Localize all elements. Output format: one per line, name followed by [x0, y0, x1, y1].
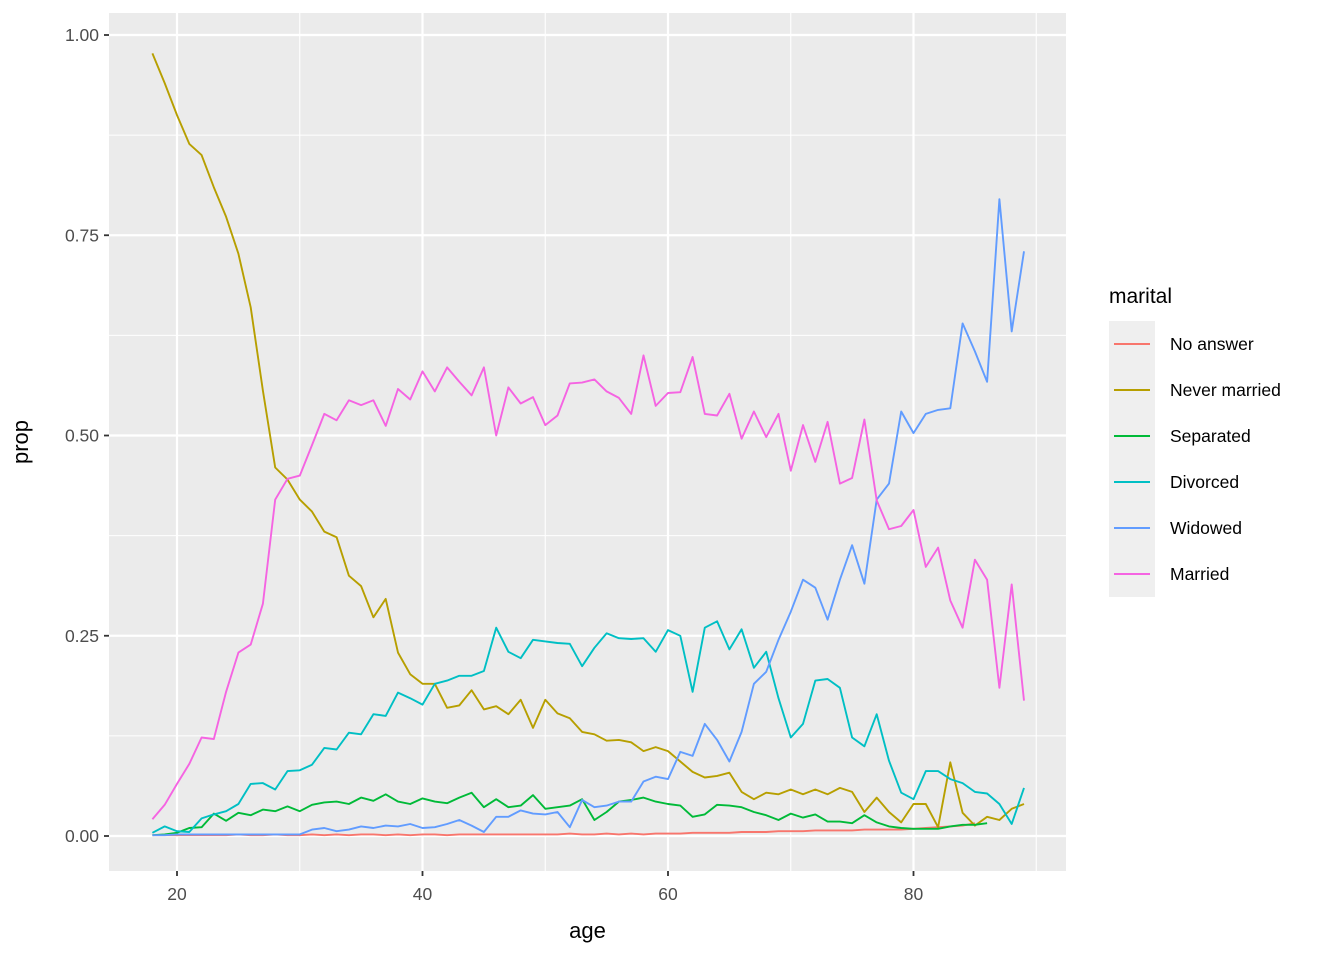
legend-title: marital [1109, 285, 1173, 308]
x-tick-label-40: 40 [413, 884, 433, 904]
y-tick-label-0.75: 0.75 [65, 225, 99, 245]
legend-item-divorced: Divorced [1109, 459, 1281, 505]
legend-item-widowed: Widowed [1109, 505, 1281, 551]
x-tick-label-80: 80 [904, 884, 924, 904]
y-tick-label-0.00: 0.00 [65, 826, 99, 846]
legend-key-separated [1109, 413, 1155, 459]
legend-items: No answer Never married Separated Divorced W… [1109, 321, 1281, 597]
legend-key-never-married [1109, 367, 1155, 413]
x-axis-title: age [569, 918, 606, 943]
legend-key-line-separated [1114, 434, 1150, 438]
legend-item-no-answer: No answer [1109, 321, 1281, 367]
y-tick-label-0.25: 0.25 [65, 626, 99, 646]
x-tick-label-60: 60 [658, 884, 678, 904]
legend-key-line-married [1114, 572, 1150, 576]
legend-label-separated: Separated [1170, 425, 1251, 446]
series-line-divorced [151, 620, 1025, 834]
y-axis-title: prop [8, 420, 33, 464]
y-tick-label-0.50: 0.50 [65, 426, 99, 446]
legend-label-no-answer: No answer [1170, 333, 1254, 354]
series-line-married [151, 354, 1025, 820]
panel-background [109, 13, 1066, 871]
legend-item-married: Married [1109, 551, 1281, 597]
series-line-never-married [151, 53, 1025, 829]
legend-label-widowed: Widowed [1170, 517, 1242, 538]
legend-key-line-divorced [1114, 480, 1150, 484]
legend-label-divorced: Divorced [1170, 471, 1240, 492]
legend-key-divorced [1109, 459, 1155, 505]
legend: marital No answer Never married Separated D… [1109, 286, 1281, 597]
legend-key-no-answer [1109, 321, 1155, 367]
legend-label-never-married: Never married [1170, 379, 1281, 400]
series-line-widowed [152, 198, 1025, 837]
legend-key-widowed [1109, 505, 1155, 551]
legend-key-line-no-answer [1114, 342, 1150, 346]
legend-item-separated: Separated [1109, 413, 1281, 459]
y-tick-label-1.00: 1.00 [65, 25, 99, 45]
legend-label-married: Married [1170, 563, 1230, 584]
legend-key-line-never-married [1114, 388, 1150, 392]
x-tick-label-20: 20 [167, 884, 187, 904]
legend-item-never-married: Never married [1109, 367, 1281, 413]
legend-key-married [1109, 551, 1155, 597]
legend-key-line-widowed [1114, 526, 1150, 530]
series-line-separated [152, 791, 988, 837]
